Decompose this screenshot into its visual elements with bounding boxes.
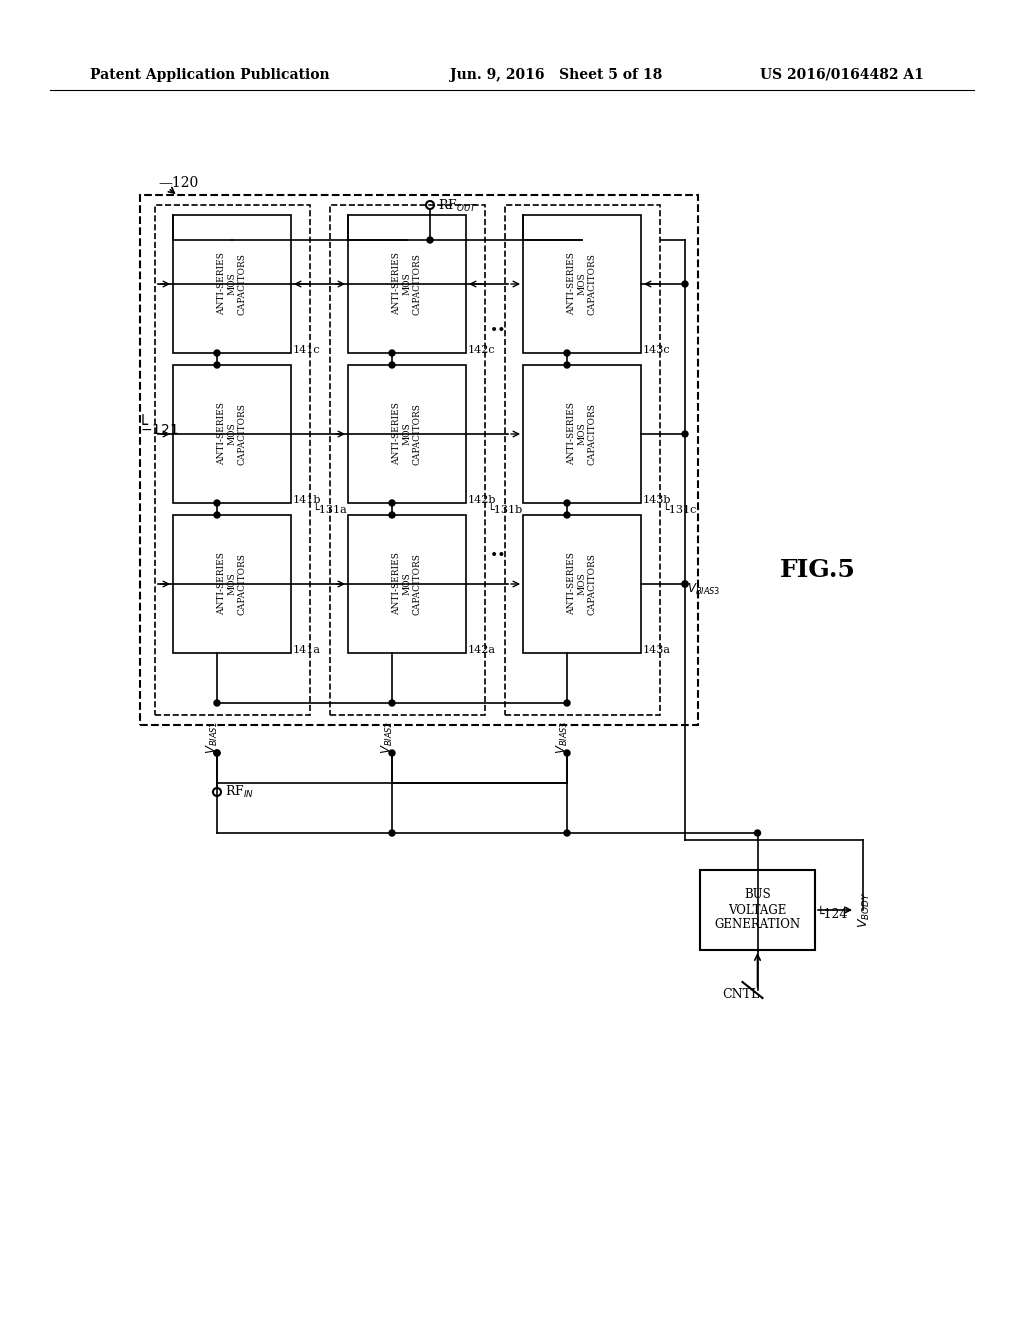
Circle shape [214, 512, 220, 517]
Text: ANTI-SERIES
MOS
CAPACITORS: ANTI-SERIES MOS CAPACITORS [217, 553, 247, 615]
Text: └131a: └131a [312, 506, 347, 515]
Circle shape [682, 281, 688, 286]
Circle shape [682, 581, 688, 587]
Circle shape [214, 500, 220, 506]
Bar [330, 205, 485, 715]
Circle shape [214, 700, 220, 706]
Text: BUS
VOLTAGE
GENERATION: BUS VOLTAGE GENERATION [715, 888, 801, 932]
Text: ANTI-SERIES
MOS
CAPACITORS: ANTI-SERIES MOS CAPACITORS [217, 403, 247, 466]
Bar [173, 366, 291, 503]
Text: Patent Application Publication: Patent Application Publication [90, 69, 330, 82]
Circle shape [564, 362, 570, 368]
Text: $V_{BIAS1}$: $V_{BIAS1}$ [205, 721, 219, 755]
Circle shape [389, 512, 395, 517]
Circle shape [214, 362, 220, 368]
Text: RF$_{IN}$: RF$_{IN}$ [225, 784, 254, 800]
Text: └131c: └131c [662, 506, 696, 515]
Text: $V_{BIAS3}$: $V_{BIAS3}$ [687, 581, 721, 597]
Bar [140, 195, 698, 725]
Text: └: └ [138, 416, 148, 434]
Text: ANTI-SERIES
MOS
CAPACITORS: ANTI-SERIES MOS CAPACITORS [392, 252, 422, 315]
Circle shape [389, 750, 395, 756]
Text: ANTI-SERIES
MOS
CAPACITORS: ANTI-SERIES MOS CAPACITORS [217, 252, 247, 315]
Circle shape [564, 830, 570, 836]
Bar [348, 515, 466, 653]
Bar [523, 215, 641, 352]
Circle shape [389, 830, 395, 836]
Circle shape [214, 750, 220, 756]
Text: 142c: 142c [468, 345, 496, 355]
Text: RF$_{OUT}$: RF$_{OUT}$ [438, 198, 477, 214]
Text: ANTI-SERIES
MOS
CAPACITORS: ANTI-SERIES MOS CAPACITORS [392, 403, 422, 466]
Circle shape [564, 750, 570, 756]
Text: 141c: 141c [293, 345, 321, 355]
Circle shape [427, 238, 433, 243]
Text: —120: —120 [158, 176, 199, 190]
Text: $V_{BIAS3}$: $V_{BIAS3}$ [554, 721, 569, 755]
Bar [523, 515, 641, 653]
Text: └124: └124 [817, 908, 848, 921]
Bar [348, 215, 466, 352]
Bar [700, 870, 815, 950]
Circle shape [564, 350, 570, 356]
Circle shape [389, 500, 395, 506]
Text: ••: •• [490, 548, 507, 562]
Circle shape [682, 581, 688, 587]
Circle shape [682, 432, 688, 437]
Text: └131b: └131b [487, 506, 522, 515]
Text: ANTI-SERIES
MOS
CAPACITORS: ANTI-SERIES MOS CAPACITORS [567, 403, 597, 466]
Circle shape [214, 750, 220, 756]
Text: ANTI-SERIES
MOS
CAPACITORS: ANTI-SERIES MOS CAPACITORS [392, 553, 422, 615]
Text: Jun. 9, 2016   Sheet 5 of 18: Jun. 9, 2016 Sheet 5 of 18 [450, 69, 663, 82]
Text: 143a: 143a [643, 645, 671, 655]
Text: 143c: 143c [643, 345, 671, 355]
Circle shape [755, 830, 761, 836]
Text: $\mathsf{-121}$: $\mathsf{-121}$ [140, 422, 179, 437]
Text: FIG.5: FIG.5 [780, 558, 856, 582]
Text: ANTI-SERIES
MOS
CAPACITORS: ANTI-SERIES MOS CAPACITORS [567, 553, 597, 615]
Circle shape [214, 350, 220, 356]
Bar [173, 215, 291, 352]
Circle shape [389, 700, 395, 706]
Text: 143b: 143b [643, 495, 672, 506]
Circle shape [389, 362, 395, 368]
Bar [523, 366, 641, 503]
Text: 141b: 141b [293, 495, 322, 506]
Bar [505, 205, 660, 715]
Circle shape [564, 700, 570, 706]
Text: 142b: 142b [468, 495, 497, 506]
Text: US 2016/0164482 A1: US 2016/0164482 A1 [760, 69, 924, 82]
Text: $V_{BODY}$: $V_{BODY}$ [857, 892, 872, 928]
Circle shape [564, 512, 570, 517]
Bar [155, 205, 310, 715]
Text: ANTI-SERIES
MOS
CAPACITORS: ANTI-SERIES MOS CAPACITORS [567, 252, 597, 315]
Text: 142a: 142a [468, 645, 496, 655]
Text: CNTL: CNTL [723, 989, 760, 1002]
Text: $V_{BIAS2}$: $V_{BIAS2}$ [380, 721, 394, 755]
Text: 141a: 141a [293, 645, 321, 655]
Bar [348, 366, 466, 503]
Bar [173, 515, 291, 653]
Circle shape [564, 500, 570, 506]
Circle shape [389, 350, 395, 356]
Text: ••: •• [490, 323, 507, 337]
